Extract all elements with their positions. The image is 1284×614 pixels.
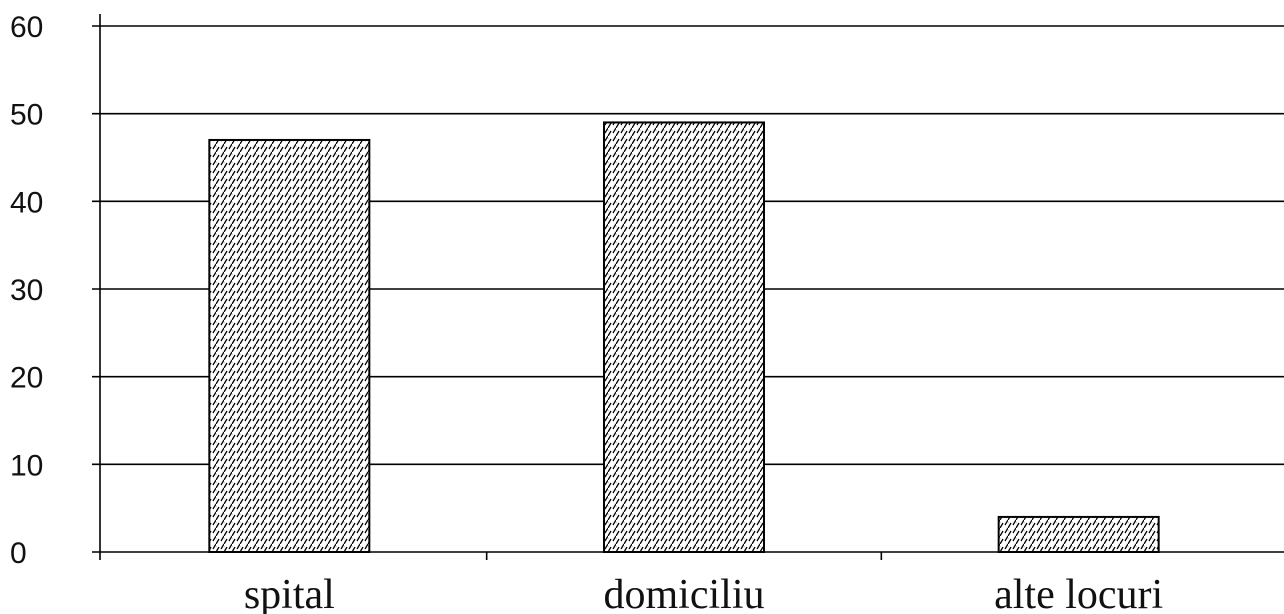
y-tick-label-30: 30: [10, 274, 43, 307]
y-axis-ticks: 0 10 20 30 40 50 60: [10, 11, 43, 570]
y-tick-label-20: 20: [10, 362, 43, 395]
x-axis-ticks: spital domiciliu alte locuri: [244, 572, 1163, 614]
bars: [208, 121, 1160, 554]
y-tick-label-60: 60: [10, 11, 43, 44]
x-tick-label-alte-locuri: alte locuri: [994, 572, 1163, 614]
bar-spital: [208, 138, 371, 553]
y-tick-label-40: 40: [10, 186, 43, 219]
bar-domiciliu: [603, 121, 765, 554]
y-tick-label-50: 50: [10, 99, 43, 132]
x-tick-label-spital: spital: [244, 572, 335, 614]
y-tick-label-10: 10: [10, 449, 43, 482]
y-tick-label-0: 0: [10, 537, 27, 570]
x-tick-label-domiciliu: domiciliu: [604, 572, 765, 614]
bar-alte-locuri: [997, 515, 1160, 554]
